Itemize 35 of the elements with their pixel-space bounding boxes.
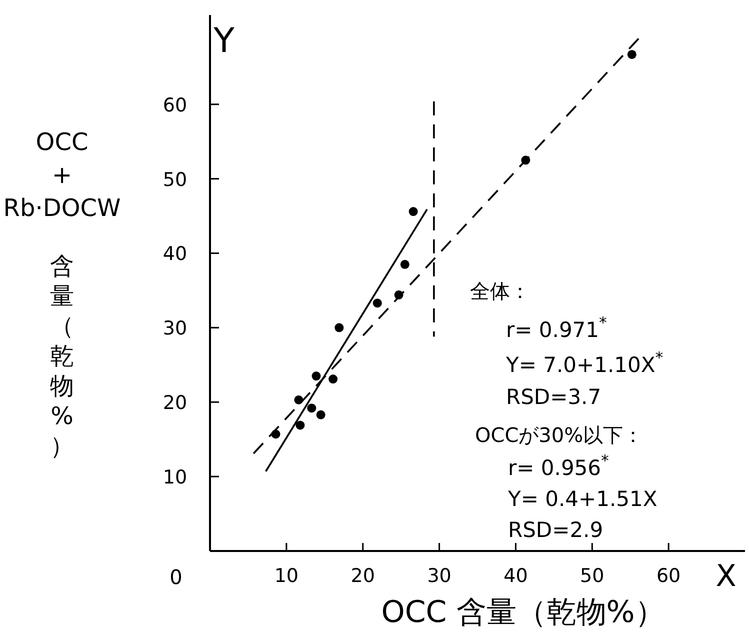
y-tick-label: 30 bbox=[162, 318, 188, 340]
annotation: 全体： bbox=[470, 279, 530, 303]
y-tick-label: 40 bbox=[162, 243, 188, 266]
x-tick-label: 60 bbox=[656, 565, 681, 587]
annotation: Y= 7.0+1.10X$^{*}$ bbox=[505, 348, 664, 377]
point bbox=[400, 260, 410, 269]
annotation: RSD=2.9 bbox=[508, 518, 604, 542]
annotation: Y= 0.4+1.51X bbox=[507, 487, 658, 511]
x-tick-label: 40 bbox=[504, 565, 528, 587]
text: X bbox=[716, 559, 736, 594]
y-tick-label: 20 bbox=[162, 392, 188, 414]
point bbox=[334, 323, 344, 332]
x-tick-label: 10 bbox=[274, 565, 299, 587]
point bbox=[328, 374, 338, 384]
text: OCC + Rb·DOCW 含量（乾物%） bbox=[3, 128, 121, 460]
annotation: r= 0.971$^{*}$ bbox=[506, 312, 608, 342]
annotation: Y bbox=[212, 21, 235, 61]
y-tick-label: 50 bbox=[162, 168, 188, 191]
x-axis-title: OCC 含量（乾物%） bbox=[381, 595, 665, 630]
point bbox=[627, 50, 636, 59]
point bbox=[312, 372, 321, 381]
point bbox=[316, 410, 326, 420]
y-tick-label: 60 bbox=[162, 94, 188, 116]
point bbox=[408, 207, 418, 216]
text: 0 bbox=[170, 565, 182, 589]
x-tick-label: 20 bbox=[350, 565, 375, 587]
point bbox=[307, 404, 316, 413]
annotation: r= 0.956$^{*}$ bbox=[508, 450, 610, 480]
x-tick-label: 30 bbox=[427, 565, 452, 587]
x-tick-label: 50 bbox=[580, 565, 604, 587]
point bbox=[296, 420, 305, 430]
annotation: OCCが30%以下： bbox=[475, 423, 644, 447]
y-tick-label: 10 bbox=[162, 466, 188, 489]
point bbox=[372, 298, 382, 308]
annotation: RSD=3.7 bbox=[506, 385, 602, 409]
